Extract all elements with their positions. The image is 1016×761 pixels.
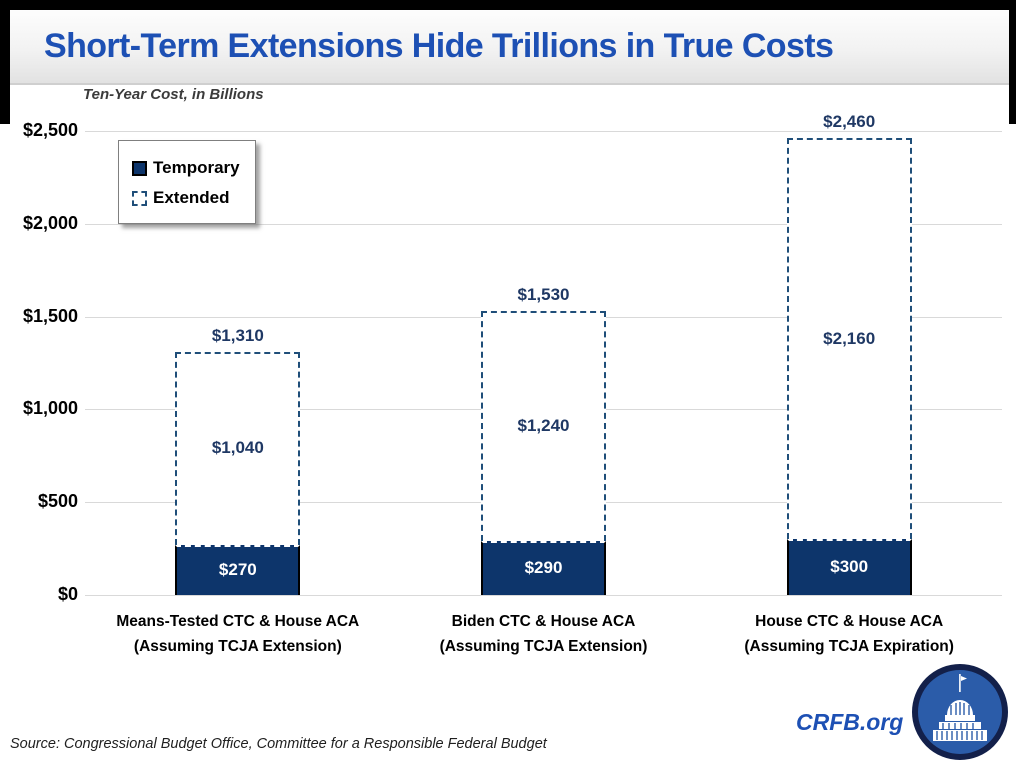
gridline-0 (85, 595, 1002, 596)
category-label-line: House CTC & House ACA (755, 613, 944, 630)
category-label-line: (Assuming TCJA Extension) (439, 638, 648, 655)
category-label: Means-Tested CTC & House ACA (Assuming TC… (78, 609, 398, 659)
category-label: Biden CTC & House ACA (Assuming TCJA Exte… (384, 609, 704, 659)
crfb-capitol-logo-icon (912, 664, 1008, 760)
frame-right-bar (1009, 0, 1016, 124)
temporary-value-label: $300 (830, 557, 869, 577)
extended-swatch-icon (132, 190, 147, 206)
temporary-bar-segment (175, 544, 301, 595)
category-label: House CTC & House ACA (Assuming TCJA Expi… (689, 609, 1009, 659)
total-value-label: $2,460 (823, 112, 876, 132)
chart-legend: Temporary Extended (118, 140, 256, 224)
y-axis-tick-label: $500 (37, 491, 78, 512)
total-value-label: $1,530 (517, 285, 570, 305)
legend-label-temporary: Temporary (153, 158, 240, 177)
frame-top-bar (0, 0, 1016, 10)
legend-item-extended: Extended (132, 188, 240, 208)
y-axis-tick-label: $0 (57, 584, 78, 604)
category-label-line: (Assuming TCJA Expiration) (744, 638, 954, 655)
frame-left-bar (0, 0, 10, 124)
gridline-2500 (85, 131, 1002, 132)
y-axis-tick-label: $1,500 (22, 305, 78, 326)
extended-bar-segment (481, 311, 606, 542)
extended-value-label: $1,040 (211, 438, 264, 458)
category-label-line: (Assuming TCJA Extension) (133, 638, 342, 655)
temporary-value-label: $290 (524, 558, 563, 578)
temporary-swatch-icon (132, 160, 147, 176)
chart-units-note: Ten-Year Cost, in Billions (83, 86, 264, 103)
source-attribution: Source: Congressional Budget Office, Com… (10, 736, 547, 752)
extended-value-label: $1,240 (517, 416, 570, 436)
crfb-brand-text: CRFB.org (796, 709, 904, 735)
y-axis-tick-label: $2,500 (22, 120, 78, 140)
gridline-2000 (85, 223, 1002, 225)
temporary-value-label: $270 (218, 559, 257, 579)
temporary-bar-segment (786, 539, 912, 595)
y-axis-tick-label: $1,000 (22, 398, 78, 419)
y-axis-tick-label: $2,000 (22, 212, 78, 233)
extended-value-label: $2,160 (823, 328, 876, 348)
temporary-bar-segment (481, 541, 606, 595)
page-title: Short-Term Extensions Hide Trillions in … (44, 27, 834, 65)
extended-bar-segment (175, 351, 301, 545)
category-label-line: Biden CTC & House ACA (451, 613, 636, 630)
category-label-line: Means-Tested CTC & House ACA (116, 613, 360, 630)
legend-label-extended: Extended (153, 188, 230, 207)
extended-bar-segment (786, 138, 912, 540)
legend-item-temporary: Temporary (132, 158, 240, 178)
total-value-label: $1,310 (211, 325, 264, 345)
header-band: Short-Term Extensions Hide Trillions in … (10, 10, 1009, 85)
